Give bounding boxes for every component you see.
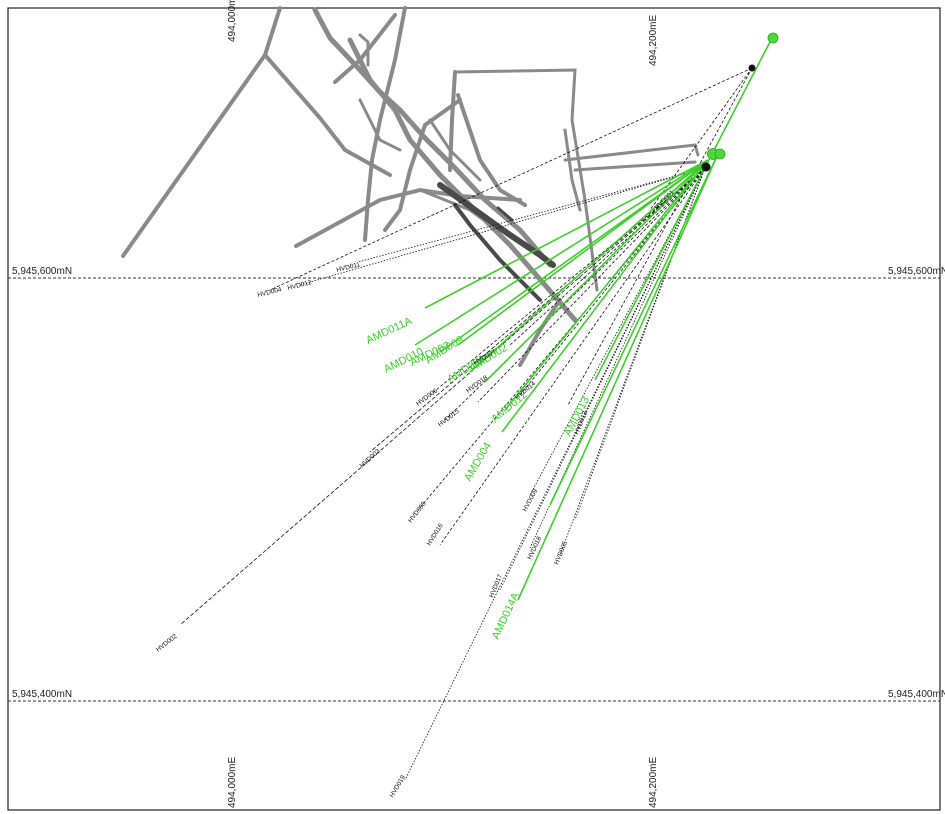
- working-drive: [428, 118, 482, 182]
- amd-trace: [424, 159, 709, 309]
- collars: [701, 32, 779, 172]
- map-frame: [7, 7, 941, 811]
- working-drive: [347, 37, 578, 323]
- hvd-trace: [369, 167, 706, 453]
- northing-label-lower-right: 5,945,400mN: [888, 689, 945, 700]
- hvd-trace: [269, 67, 753, 291]
- working-drive: [456, 93, 527, 207]
- hvd-trace: [509, 167, 706, 346]
- hvd-trace: [299, 167, 706, 286]
- easting-label-bottom-left: 494,000mE: [227, 757, 238, 808]
- hvd-trace: [529, 167, 706, 496]
- amd-drillholes: [414, 37, 773, 601]
- hvd-trace: [429, 167, 706, 396]
- working-drive: [294, 187, 522, 248]
- northing-label-lower-left: 5,945,400mN: [12, 689, 72, 700]
- northing-label-upper-right: 5,945,600mN: [888, 266, 945, 277]
- working-drive: [448, 70, 457, 172]
- amd-trace: [484, 159, 709, 383]
- grid-lines: [8, 277, 940, 702]
- underground-workings: [121, 6, 700, 367]
- amd-trace: [439, 159, 709, 353]
- hvd-trace: [567, 67, 753, 406]
- amd-collar: [767, 32, 779, 44]
- hvd-collar: [701, 162, 711, 172]
- grid-labels: 494,000mE 494,200mE 494,000mE 494,200mE …: [12, 0, 945, 808]
- amd-trace: [501, 159, 709, 433]
- amd-trace: [517, 153, 719, 601]
- working-drive: [358, 98, 402, 152]
- easting-label-bottom-right: 494,200mE: [648, 757, 659, 808]
- amd-collar: [714, 148, 726, 160]
- amd-trace: [469, 159, 709, 373]
- northing-label-upper-left: 5,945,600mN: [12, 266, 72, 277]
- working-drive: [563, 128, 582, 212]
- underground-workings-dark: [437, 182, 556, 302]
- hvd-trace: [477, 167, 706, 403]
- hvd-trace: [417, 167, 706, 511]
- amd-trace: [594, 37, 773, 381]
- working-drive-dark: [437, 182, 556, 268]
- working-drive: [563, 143, 700, 162]
- hvd-trace: [179, 167, 706, 626]
- hvd-trace: [439, 167, 706, 546]
- working-drive: [383, 98, 462, 232]
- amd-trace: [457, 159, 709, 346]
- easting-label-top-right: 494,200mE: [648, 15, 659, 66]
- working-drive: [518, 298, 562, 367]
- hvd-trace: [519, 167, 706, 396]
- hvd-trace: [404, 167, 706, 781]
- working-drive: [263, 53, 392, 177]
- working-drive-dark: [496, 206, 514, 222]
- hvd-trace: [574, 167, 706, 521]
- working-drive: [312, 7, 553, 268]
- hvd-drillholes: [179, 67, 753, 781]
- hvd-collar: [748, 64, 756, 72]
- amd-trace: [549, 153, 719, 506]
- working-drive-dark: [453, 203, 542, 302]
- amd-trace: [504, 159, 709, 411]
- working-drive: [453, 68, 599, 292]
- easting-label-top-left: 494,000mE: [227, 0, 238, 42]
- amd-trace: [414, 159, 709, 346]
- working-drive: [573, 160, 697, 172]
- working-drive: [358, 33, 370, 67]
